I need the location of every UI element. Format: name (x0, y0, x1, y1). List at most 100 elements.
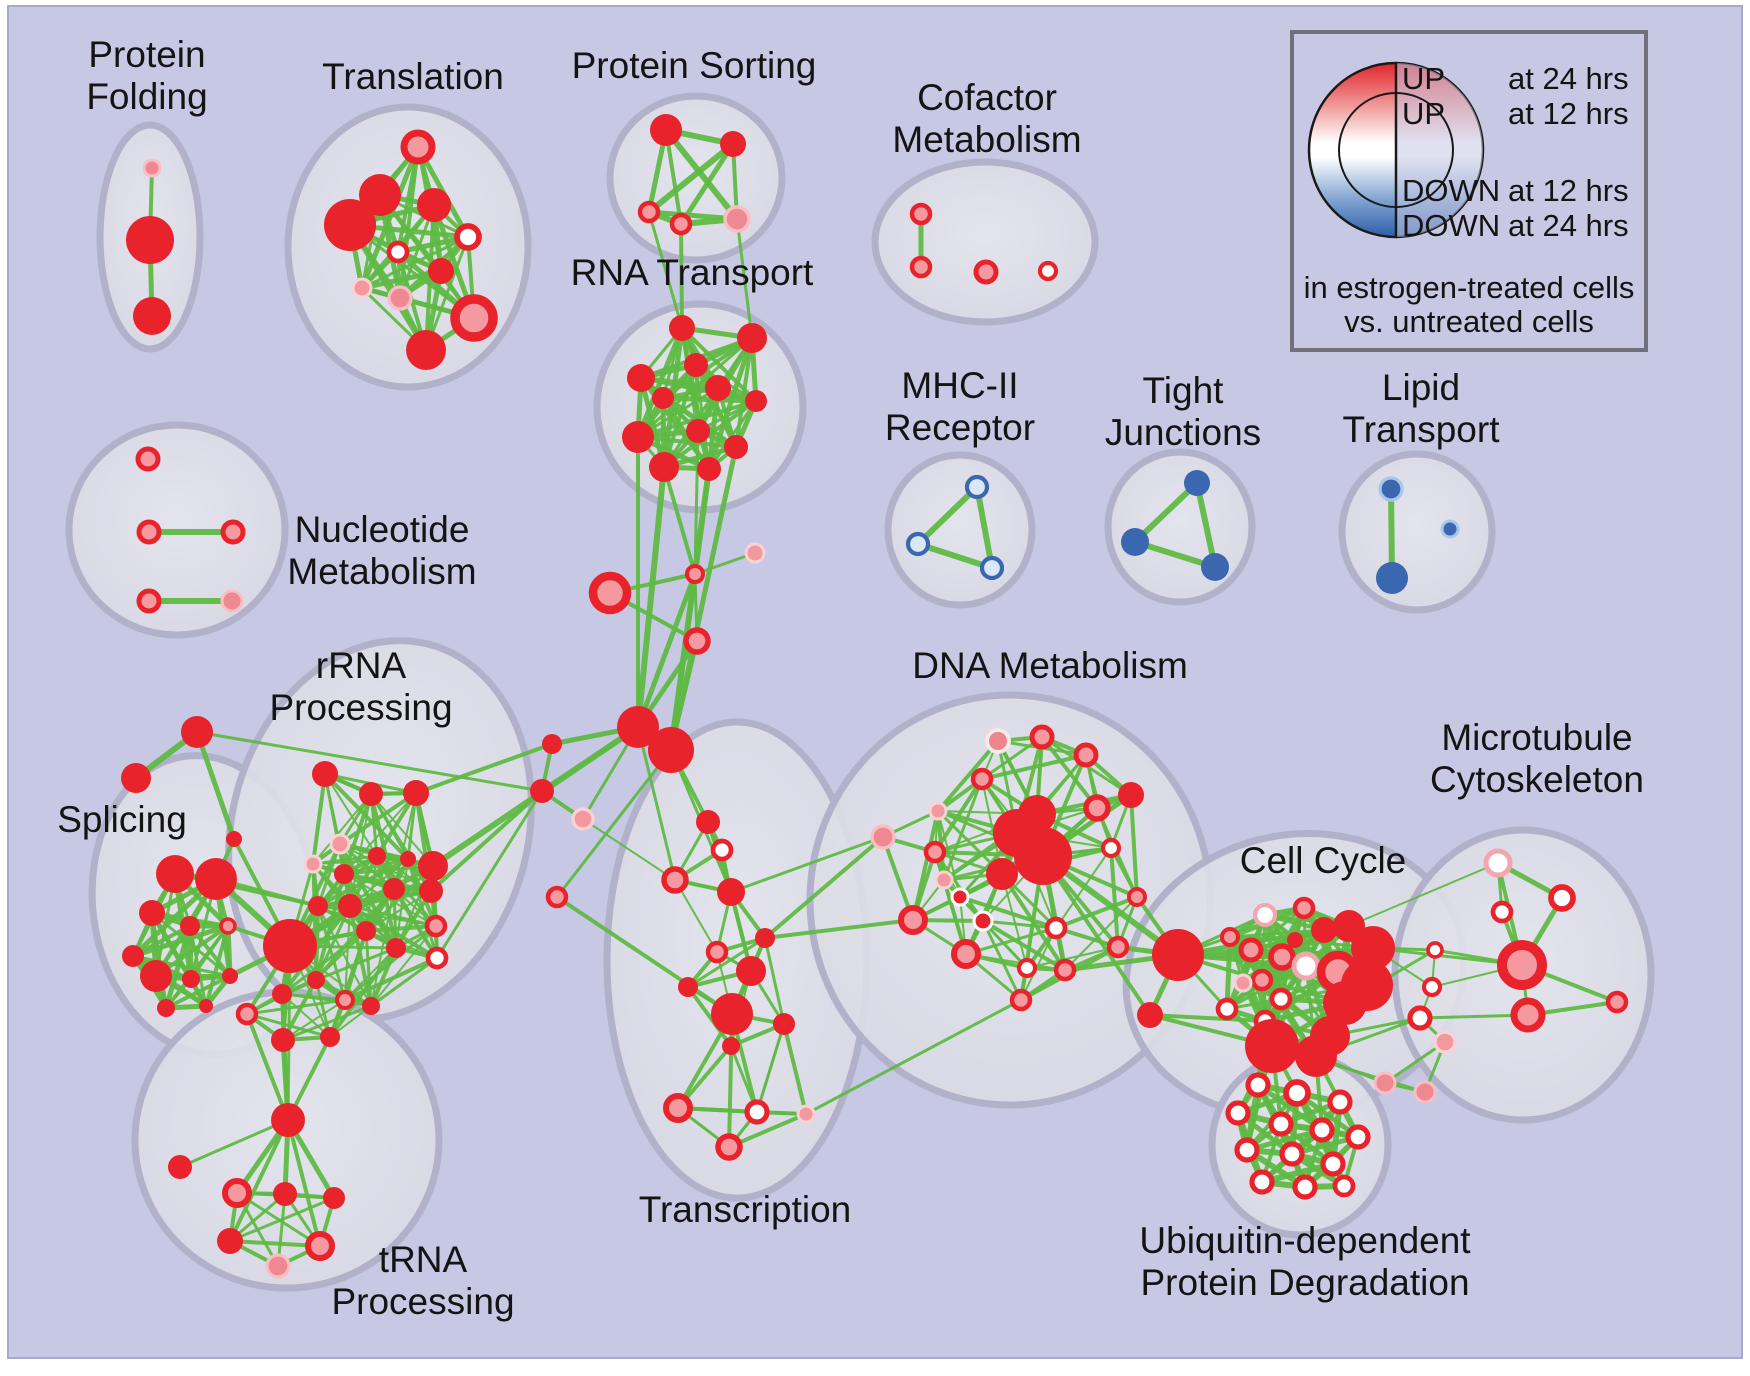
edge (131, 954, 232, 978)
gene-node (627, 364, 655, 392)
edge (1129, 793, 1139, 899)
gene-node (1351, 926, 1395, 970)
edge (130, 923, 231, 959)
gene-node (744, 1099, 770, 1125)
gene-node (1220, 927, 1240, 947)
gene-node (1245, 1072, 1271, 1098)
cluster-label: RNA Transport (571, 252, 814, 293)
gene-node (386, 240, 410, 264)
gene-node (796, 1104, 816, 1124)
gene-node (909, 255, 933, 279)
edge (245, 1012, 290, 1122)
gene-node (403, 780, 429, 806)
gene-node (545, 885, 569, 909)
gene-node (985, 728, 1011, 754)
gene-node (1215, 997, 1239, 1021)
legend-box (1290, 30, 1648, 352)
edge (1109, 846, 1120, 949)
gene-node (972, 910, 994, 932)
edge (1194, 480, 1218, 570)
gene-node (951, 939, 981, 969)
edge (936, 739, 1000, 813)
edge (636, 725, 677, 882)
gene-node (126, 216, 174, 264)
gene-node (1279, 1141, 1305, 1167)
edge (679, 222, 684, 330)
gene-node (400, 851, 416, 867)
edge (316, 904, 347, 1002)
gene-node (1118, 782, 1144, 808)
gene-node (359, 782, 383, 806)
legend-up-24-time: at 24 hrs (1508, 61, 1629, 96)
edge (646, 141, 736, 215)
gene-node (724, 435, 748, 459)
gene-node (571, 807, 595, 831)
gene-node (755, 928, 775, 948)
gene-node (711, 993, 753, 1035)
gene-node (271, 1103, 305, 1137)
edge (686, 985, 733, 1048)
edge (370, 793, 434, 867)
gene-node (1490, 900, 1514, 924)
gene-node (663, 1093, 693, 1123)
gene-node (220, 519, 246, 545)
legend-down-24-label: DOWN (1402, 208, 1500, 243)
edge (364, 929, 373, 1008)
edge (317, 905, 372, 1007)
gene-node (1378, 476, 1404, 502)
edge (958, 895, 1058, 930)
edge (763, 918, 915, 940)
edge (636, 399, 758, 439)
gene-node (650, 114, 682, 146)
gene-node (648, 727, 694, 773)
cluster-label: Protein Folding (86, 34, 207, 117)
gene-node (1283, 1079, 1311, 1107)
gene-node (1292, 896, 1316, 920)
gene-node (418, 851, 448, 881)
gene-node (722, 1037, 740, 1055)
cluster-bubble-mhc-ii-receptor (884, 451, 1036, 609)
gene-node (950, 887, 970, 907)
legend-down-12-label: DOWN (1402, 173, 1500, 208)
edge (660, 395, 759, 404)
edge (662, 465, 697, 576)
legend-up-24-label: UP (1402, 61, 1445, 96)
cluster-label: Splicing (57, 799, 187, 840)
gene-node (710, 838, 734, 862)
gene-node (973, 259, 999, 285)
gene-node (1037, 260, 1059, 282)
edge (328, 946, 398, 1039)
edge (316, 889, 433, 908)
gene-node (320, 1027, 340, 1047)
edge (668, 444, 739, 753)
gene-node (168, 1155, 192, 1179)
edge (965, 953, 1066, 971)
gene-node (220, 589, 244, 613)
edge (915, 541, 995, 571)
gene-node (368, 847, 386, 865)
gene-node (1014, 827, 1072, 885)
gene-node (696, 810, 720, 834)
edge (756, 1023, 785, 1113)
gene-node (720, 131, 746, 157)
edge (178, 1118, 290, 1169)
gene-node (1426, 941, 1444, 959)
gene-node (324, 199, 376, 251)
gene-node (424, 914, 448, 938)
gene-node (199, 999, 213, 1013)
gene-node (1184, 470, 1210, 496)
edge (228, 1239, 322, 1248)
gene-node (383, 878, 405, 900)
gene-node (1225, 1100, 1251, 1126)
edge (311, 772, 327, 866)
gene-node (359, 174, 401, 216)
edge (668, 466, 712, 753)
edge (1001, 873, 1028, 969)
gene-node (140, 960, 172, 992)
edge (281, 1004, 373, 1042)
gene-node (136, 588, 162, 614)
gene-node (909, 202, 933, 226)
edge (763, 835, 885, 940)
gene-node (428, 258, 454, 284)
